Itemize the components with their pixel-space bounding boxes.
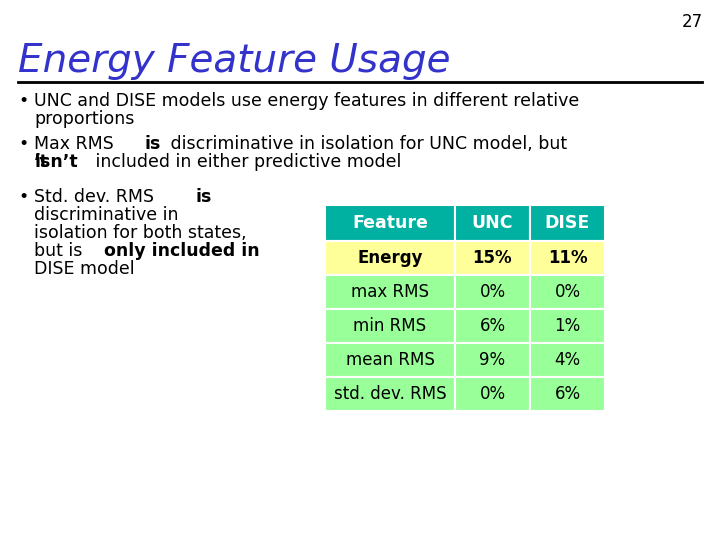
Bar [455,241,530,275]
Text: 0%: 0% [554,283,580,301]
Text: 9%: 9% [480,351,505,369]
Text: discriminative in: discriminative in [34,206,179,224]
Text: UNC and DISE models use energy features in different relative: UNC and DISE models use energy features … [34,92,580,110]
Text: included in either predictive model: included in either predictive model [90,153,402,171]
Text: Feature: Feature [352,214,428,232]
Text: but is: but is [34,242,88,260]
Text: 0%: 0% [480,283,505,301]
Bar [530,309,605,343]
Text: isn’t: isn’t [34,153,78,171]
Text: 27: 27 [682,13,703,31]
Bar [455,343,530,377]
Text: is: is [144,135,161,153]
Bar [325,205,455,241]
Text: •: • [18,92,28,110]
Text: DISE model: DISE model [34,260,135,278]
Text: proportions: proportions [34,110,135,128]
Bar [455,377,530,411]
Text: 15%: 15% [473,249,513,267]
Text: 11%: 11% [548,249,588,267]
Bar [530,377,605,411]
Bar [325,377,455,411]
Bar [455,205,530,241]
Text: only included in: only included in [104,242,259,260]
Text: min RMS: min RMS [354,317,426,335]
Text: is: is [196,188,212,206]
Bar [325,241,455,275]
Bar [530,343,605,377]
Text: •: • [18,135,28,153]
Bar [325,275,455,309]
Text: discriminative in isolation for UNC model, but: discriminative in isolation for UNC mode… [165,135,567,153]
Text: max RMS: max RMS [351,283,429,301]
Text: isolation for both states,: isolation for both states, [34,224,247,242]
Bar [530,275,605,309]
Text: 6%: 6% [554,385,580,403]
Text: 4%: 4% [554,351,580,369]
Text: UNC: UNC [472,214,513,232]
Text: DISE: DISE [545,214,590,232]
Bar [455,309,530,343]
Text: mean RMS: mean RMS [346,351,434,369]
Text: ’t: ’t [34,153,49,171]
Text: 0%: 0% [480,385,505,403]
Text: Energy: Energy [357,249,423,267]
Text: std. dev. RMS: std. dev. RMS [333,385,446,403]
Text: •: • [18,188,28,206]
Bar [530,241,605,275]
Text: Max RMS: Max RMS [34,135,120,153]
Bar [530,205,605,241]
Text: 1%: 1% [554,317,580,335]
Text: Std. dev. RMS: Std. dev. RMS [34,188,160,206]
Bar [325,343,455,377]
Bar [455,275,530,309]
Text: 6%: 6% [480,317,505,335]
Bar [325,309,455,343]
Text: Energy Feature Usage: Energy Feature Usage [18,42,451,80]
